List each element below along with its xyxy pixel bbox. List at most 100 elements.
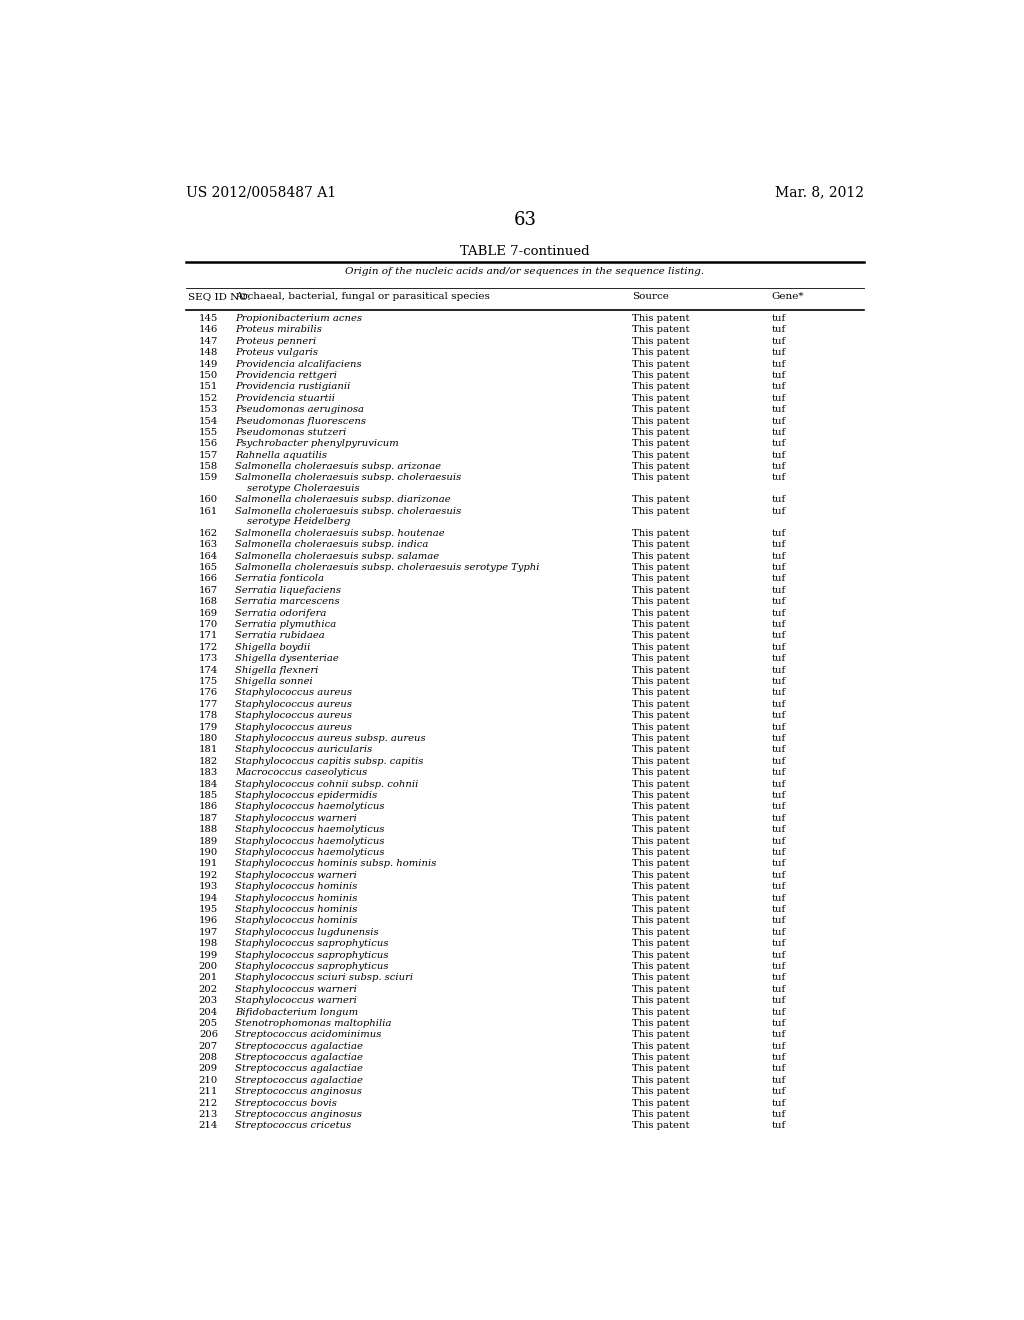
Text: 172: 172	[199, 643, 218, 652]
Text: tuf: tuf	[771, 474, 785, 483]
Text: Streptococcus acidominimus: Streptococcus acidominimus	[234, 1031, 381, 1039]
Text: tuf: tuf	[771, 847, 785, 857]
Text: Shigella boydii: Shigella boydii	[234, 643, 310, 652]
Text: 163: 163	[199, 540, 218, 549]
Text: This patent: This patent	[632, 643, 689, 652]
Text: Serratia fonticola: Serratia fonticola	[234, 574, 324, 583]
Text: 186: 186	[199, 803, 218, 812]
Text: This patent: This patent	[632, 1110, 689, 1119]
Text: tuf: tuf	[771, 574, 785, 583]
Text: 211: 211	[199, 1088, 218, 1097]
Text: 180: 180	[199, 734, 218, 743]
Text: tuf: tuf	[771, 768, 785, 777]
Text: tuf: tuf	[771, 314, 785, 323]
Text: tuf: tuf	[771, 383, 785, 391]
Text: 206: 206	[199, 1031, 218, 1039]
Text: tuf: tuf	[771, 609, 785, 618]
Text: Streptococcus agalactiae: Streptococcus agalactiae	[234, 1064, 362, 1073]
Text: This patent: This patent	[632, 950, 689, 960]
Text: This patent: This patent	[632, 734, 689, 743]
Text: Serratia odorifera: Serratia odorifera	[234, 609, 327, 618]
Text: 205: 205	[199, 1019, 218, 1028]
Text: Salmonella choleraesuis subsp. indica: Salmonella choleraesuis subsp. indica	[234, 540, 428, 549]
Text: Staphylococcus cohnii subsp. cohnii: Staphylococcus cohnii subsp. cohnii	[234, 780, 419, 788]
Text: 165: 165	[199, 564, 218, 572]
Text: This patent: This patent	[632, 677, 689, 686]
Text: tuf: tuf	[771, 700, 785, 709]
Text: tuf: tuf	[771, 859, 785, 869]
Text: This patent: This patent	[632, 837, 689, 846]
Text: tuf: tuf	[771, 939, 785, 948]
Text: Salmonella choleraesuis subsp. arizonae: Salmonella choleraesuis subsp. arizonae	[234, 462, 441, 471]
Text: 214: 214	[199, 1122, 218, 1130]
Text: tuf: tuf	[771, 586, 785, 595]
Text: Salmonella choleraesuis subsp. choleraesuis serotype Typhi: Salmonella choleraesuis subsp. choleraes…	[234, 564, 540, 572]
Text: This patent: This patent	[632, 462, 689, 471]
Text: Staphylococcus hominis: Staphylococcus hominis	[234, 894, 357, 903]
Text: 182: 182	[199, 756, 218, 766]
Text: Proteus vulgaris: Proteus vulgaris	[234, 348, 317, 358]
Text: This patent: This patent	[632, 1053, 689, 1063]
Text: 63: 63	[513, 211, 537, 228]
Text: Streptococcus anginosus: Streptococcus anginosus	[234, 1088, 361, 1097]
Text: tuf: tuf	[771, 428, 785, 437]
Text: 145: 145	[199, 314, 218, 323]
Text: Pseudomonas stutzeri: Pseudomonas stutzeri	[234, 428, 346, 437]
Text: This patent: This patent	[632, 1007, 689, 1016]
Text: tuf: tuf	[771, 894, 785, 903]
Text: Staphylococcus aureus: Staphylococcus aureus	[234, 700, 352, 709]
Text: 149: 149	[199, 359, 218, 368]
Text: tuf: tuf	[771, 711, 785, 721]
Text: Bifidobacterium longum: Bifidobacterium longum	[234, 1007, 358, 1016]
Text: This patent: This patent	[632, 665, 689, 675]
Text: 194: 194	[199, 894, 218, 903]
Text: This patent: This patent	[632, 1031, 689, 1039]
Text: 164: 164	[199, 552, 218, 561]
Text: 193: 193	[199, 882, 218, 891]
Text: Shigella flexneri: Shigella flexneri	[234, 665, 318, 675]
Text: Salmonella choleraesuis subsp. choleraesuis: Salmonella choleraesuis subsp. choleraes…	[234, 507, 461, 516]
Text: This patent: This patent	[632, 371, 689, 380]
Text: Macrococcus caseolyticus: Macrococcus caseolyticus	[234, 768, 368, 777]
Text: tuf: tuf	[771, 655, 785, 663]
Text: This patent: This patent	[632, 586, 689, 595]
Text: tuf: tuf	[771, 1064, 785, 1073]
Text: 178: 178	[199, 711, 218, 721]
Text: This patent: This patent	[632, 997, 689, 1005]
Text: tuf: tuf	[771, 756, 785, 766]
Text: This patent: This patent	[632, 495, 689, 504]
Text: 183: 183	[199, 768, 218, 777]
Text: Rahnella aquatilis: Rahnella aquatilis	[234, 450, 327, 459]
Text: Staphylococcus aureus: Staphylococcus aureus	[234, 711, 352, 721]
Text: Staphylococcus haemolyticus: Staphylococcus haemolyticus	[234, 847, 384, 857]
Text: Pseudomonas fluorescens: Pseudomonas fluorescens	[234, 417, 366, 425]
Text: tuf: tuf	[771, 405, 785, 414]
Text: 173: 173	[199, 655, 218, 663]
Text: Staphylococcus saprophyticus: Staphylococcus saprophyticus	[234, 962, 388, 972]
Text: 166: 166	[199, 574, 218, 583]
Text: 174: 174	[199, 665, 218, 675]
Text: Streptococcus cricetus: Streptococcus cricetus	[234, 1122, 351, 1130]
Text: tuf: tuf	[771, 507, 785, 516]
Text: TABLE 7-continued: TABLE 7-continued	[460, 244, 590, 257]
Text: This patent: This patent	[632, 564, 689, 572]
Text: tuf: tuf	[771, 1007, 785, 1016]
Text: tuf: tuf	[771, 997, 785, 1005]
Text: Staphylococcus saprophyticus: Staphylococcus saprophyticus	[234, 950, 388, 960]
Text: 159: 159	[199, 474, 218, 483]
Text: This patent: This patent	[632, 359, 689, 368]
Text: Salmonella choleraesuis subsp. houtenae: Salmonella choleraesuis subsp. houtenae	[234, 529, 444, 537]
Text: tuf: tuf	[771, 371, 785, 380]
Text: Source: Source	[632, 293, 669, 301]
Text: Salmonella choleraesuis subsp. salamae: Salmonella choleraesuis subsp. salamae	[234, 552, 439, 561]
Text: 155: 155	[199, 428, 218, 437]
Text: tuf: tuf	[771, 689, 785, 697]
Text: tuf: tuf	[771, 746, 785, 755]
Text: This patent: This patent	[632, 529, 689, 537]
Text: Staphylococcus aureus subsp. aureus: Staphylococcus aureus subsp. aureus	[234, 734, 426, 743]
Text: This patent: This patent	[632, 689, 689, 697]
Text: This patent: This patent	[632, 314, 689, 323]
Text: Providencia rettgeri: Providencia rettgeri	[234, 371, 337, 380]
Text: tuf: tuf	[771, 337, 785, 346]
Text: 176: 176	[199, 689, 218, 697]
